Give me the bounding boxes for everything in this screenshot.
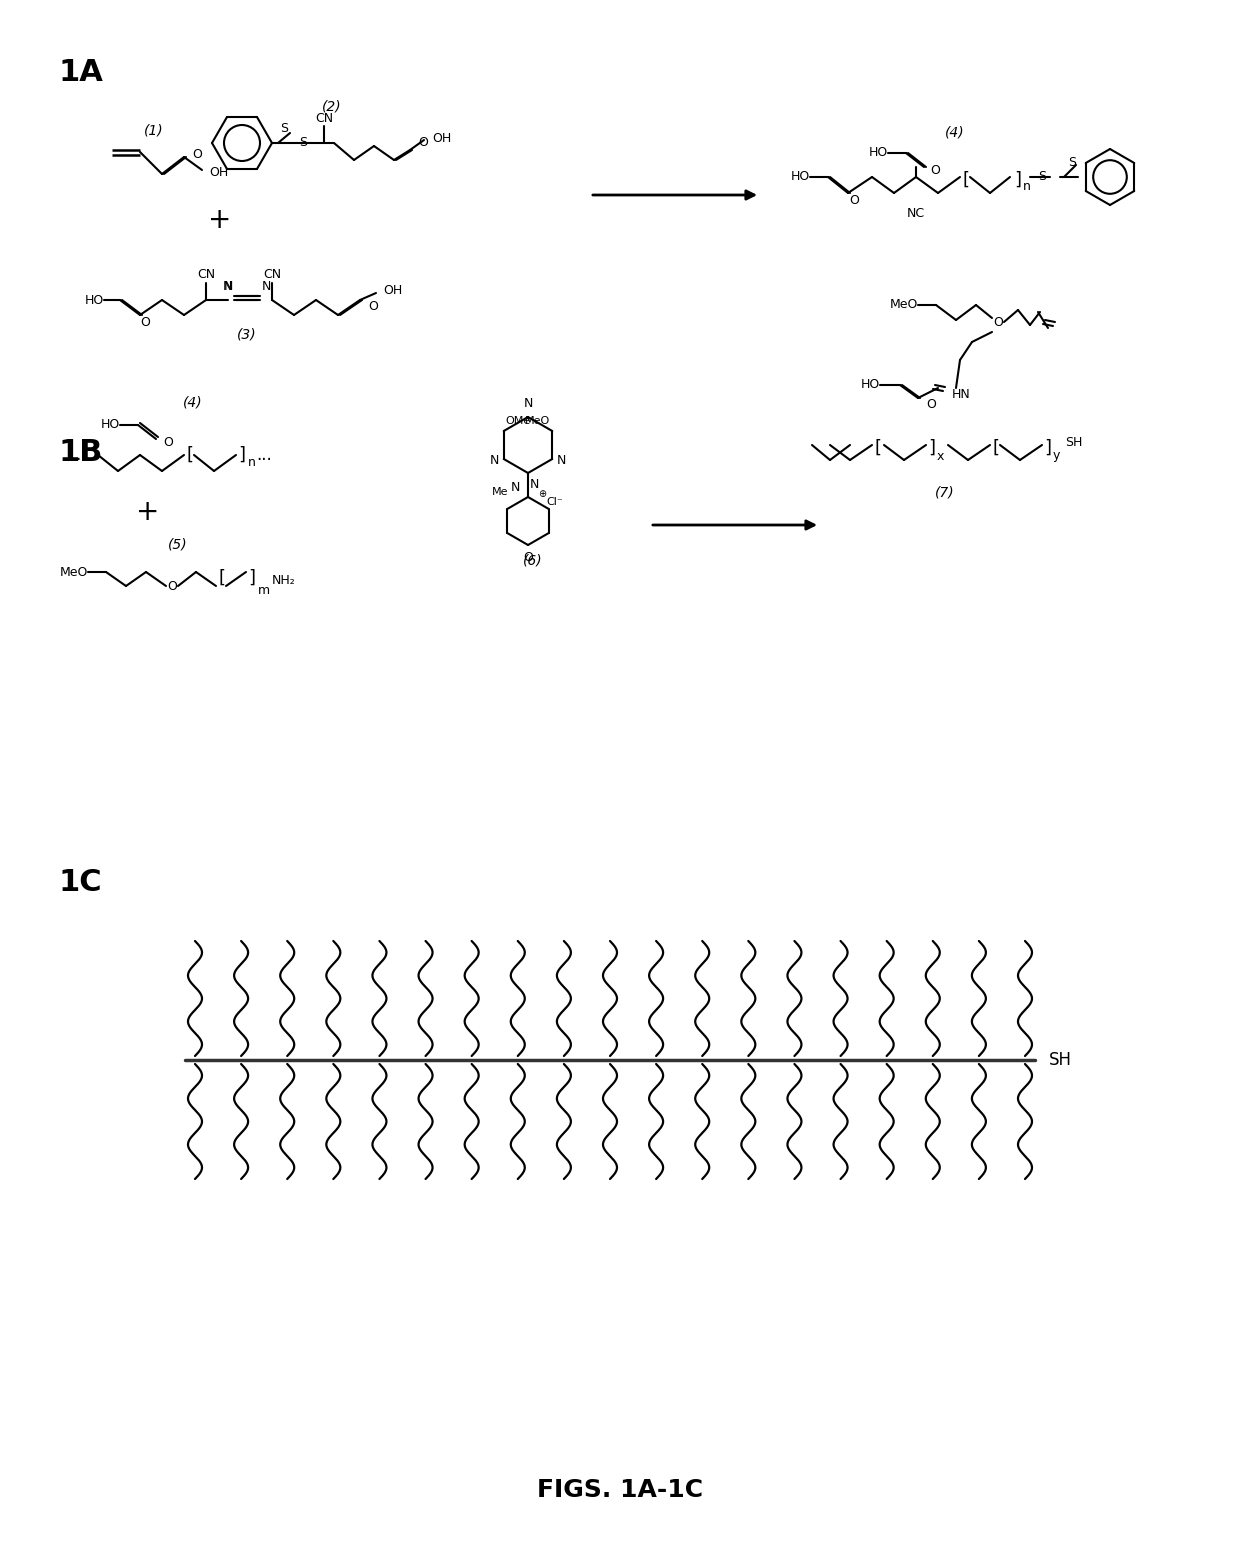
Text: (2): (2) — [322, 100, 342, 114]
Text: MeO: MeO — [60, 566, 88, 578]
Text: O: O — [368, 300, 378, 314]
Text: [: [ — [186, 446, 193, 463]
Text: y: y — [1053, 449, 1060, 462]
Text: N: N — [490, 454, 498, 468]
Text: OH: OH — [432, 132, 451, 145]
Text: ...: ... — [257, 446, 272, 463]
Text: O: O — [993, 316, 1003, 328]
Text: CN: CN — [315, 112, 334, 124]
Text: Me: Me — [491, 487, 508, 498]
Text: ⊕: ⊕ — [538, 488, 546, 499]
Text: OH: OH — [210, 165, 228, 179]
Text: S: S — [1068, 157, 1076, 169]
Text: ...: ... — [76, 446, 91, 463]
Text: FIGS. 1A-1C: FIGS. 1A-1C — [537, 1477, 703, 1502]
Text: O: O — [930, 165, 940, 177]
Text: (3): (3) — [237, 328, 257, 342]
Text: +: + — [136, 498, 160, 526]
Text: HO: HO — [84, 294, 104, 306]
Text: N: N — [223, 280, 233, 292]
Text: O: O — [167, 580, 177, 592]
Text: (4): (4) — [945, 126, 965, 140]
Text: n: n — [248, 457, 255, 470]
Text: N: N — [223, 280, 232, 292]
Text: HO: HO — [791, 171, 810, 183]
Text: ]: ] — [1044, 439, 1052, 457]
Text: SH: SH — [1049, 1051, 1073, 1068]
Text: x: x — [937, 449, 945, 462]
Text: ]: ] — [238, 446, 246, 463]
Text: OMe: OMe — [506, 417, 531, 426]
Text: HO: HO — [861, 378, 880, 392]
Text: N: N — [557, 454, 567, 468]
Text: NC: NC — [906, 207, 925, 219]
Text: O: O — [140, 317, 150, 330]
Text: O: O — [192, 148, 202, 160]
Text: (1): (1) — [144, 123, 164, 137]
Text: S: S — [280, 121, 288, 134]
Text: N: N — [511, 480, 520, 494]
Text: 1C: 1C — [58, 868, 102, 897]
Text: N: N — [529, 477, 539, 491]
Text: Cl⁻: Cl⁻ — [546, 498, 563, 507]
Text: MeO: MeO — [525, 417, 551, 426]
Text: MeO: MeO — [889, 299, 918, 311]
Text: CN: CN — [197, 269, 215, 281]
Text: m: m — [258, 583, 270, 597]
Text: 1B: 1B — [58, 439, 103, 466]
Text: N: N — [523, 397, 533, 411]
Text: (4): (4) — [184, 397, 203, 411]
Text: O: O — [849, 194, 859, 207]
Text: ]: ] — [1014, 171, 1021, 190]
Text: HO: HO — [869, 146, 888, 160]
Text: n: n — [1023, 180, 1030, 193]
Text: +: + — [208, 205, 232, 233]
Text: 1A: 1A — [58, 58, 103, 87]
Text: N: N — [262, 280, 272, 292]
Text: ]: ] — [248, 569, 255, 586]
Text: (6): (6) — [523, 554, 543, 568]
Text: S: S — [1038, 171, 1047, 183]
Text: O: O — [926, 398, 936, 411]
Text: HO: HO — [100, 418, 120, 431]
Text: O: O — [418, 137, 428, 149]
Text: (7): (7) — [935, 485, 955, 499]
Text: [: [ — [963, 171, 970, 190]
Text: O: O — [162, 437, 172, 449]
Text: ]: ] — [928, 439, 935, 457]
Text: [: [ — [218, 569, 224, 586]
Text: (5): (5) — [169, 536, 187, 550]
Text: SH: SH — [1065, 435, 1083, 448]
Text: [: [ — [992, 439, 999, 457]
Text: OH: OH — [383, 285, 402, 297]
Text: O: O — [523, 550, 533, 564]
Text: HN: HN — [952, 389, 971, 401]
Text: CN: CN — [263, 269, 281, 281]
Text: NH₂: NH₂ — [272, 574, 296, 586]
Text: [: [ — [875, 439, 882, 457]
Text: S: S — [299, 137, 308, 149]
